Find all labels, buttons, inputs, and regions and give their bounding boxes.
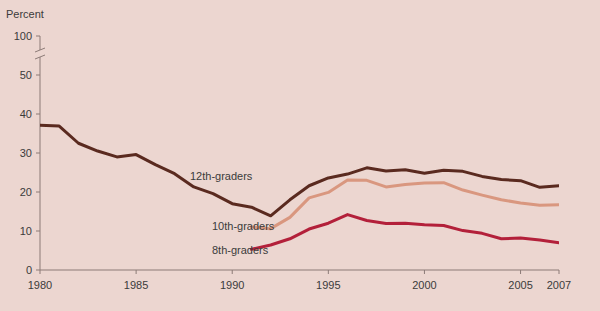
series-line [40, 125, 559, 215]
x-tick [520, 270, 521, 274]
x-tick [328, 270, 329, 274]
series-label: 8th-graders [212, 244, 269, 256]
x-tick [559, 270, 560, 274]
y-tick [36, 231, 40, 232]
y-tick [36, 270, 40, 271]
x-axis [40, 270, 559, 271]
y-axis [40, 36, 41, 50]
x-tick-label: 1995 [316, 279, 340, 291]
y-tick-label: 30 [20, 147, 32, 159]
y-tick-label: 20 [20, 186, 32, 198]
y-tick-label: 10 [20, 225, 32, 237]
y-tick [36, 192, 40, 193]
x-tick-label: 2005 [508, 279, 532, 291]
background [0, 0, 600, 311]
x-tick [136, 270, 137, 274]
y-tick [36, 114, 40, 115]
x-tick [424, 270, 425, 274]
plot-area [40, 125, 559, 249]
x-tick-label: 1980 [28, 279, 52, 291]
x-tick-label: 2000 [412, 279, 436, 291]
chart: 0 10 20 30 40 50 100 1980 1985 1990 1995 2000 2005 20… [0, 0, 600, 311]
y-tick [36, 36, 40, 37]
y-axis-label: Percent [6, 8, 44, 20]
x-tick [40, 270, 41, 274]
series-line [251, 215, 559, 250]
x-tick-label: 1985 [124, 279, 148, 291]
series-label: 12th-graders [190, 170, 253, 182]
y-tick-label: 50 [20, 69, 32, 81]
y-axis [40, 57, 41, 270]
axis-break [35, 48, 45, 52]
y-tick [36, 153, 40, 154]
series-label: 10th-graders [212, 220, 275, 232]
x-tick-label: 2007 [547, 279, 571, 291]
series-line [251, 180, 559, 229]
axis-break [35, 55, 45, 59]
y-tick [36, 75, 40, 76]
y-tick-label: 100 [14, 30, 32, 42]
y-tick-label: 40 [20, 108, 32, 120]
x-tick [232, 270, 233, 274]
x-tick-label: 1990 [220, 279, 244, 291]
y-tick-label: 0 [26, 264, 32, 276]
